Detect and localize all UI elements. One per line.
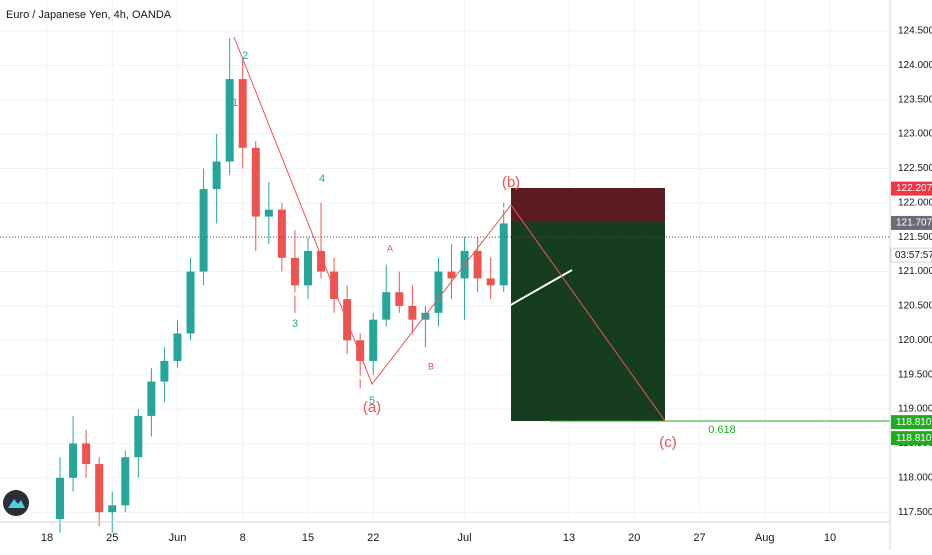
candle-body (447, 271, 456, 279)
candle-body (108, 505, 117, 513)
candle-body (395, 292, 404, 306)
candle-body (277, 209, 286, 258)
x-tick-label: 10 (824, 532, 836, 544)
candle-body (499, 223, 508, 286)
candle-body (251, 147, 260, 217)
y-tick-label: 123.000 (898, 129, 932, 140)
y-tick-label: 123.500 (898, 94, 932, 105)
candles (56, 37, 508, 533)
candle-body (160, 360, 169, 382)
y-tick-label: 122.500 (898, 163, 932, 174)
candle-body (317, 250, 326, 272)
candle-body (290, 257, 299, 286)
candle-body (369, 319, 378, 361)
candle-body (343, 299, 352, 341)
x-tick-label: 18 (41, 532, 53, 544)
x-tick-label: Jul (458, 532, 472, 544)
candle-body (330, 271, 339, 300)
y-tick-label: 120.500 (898, 301, 932, 312)
x-tick-label: 8 (240, 532, 246, 544)
price-label-box (891, 415, 932, 430)
y-tick-label: 120.000 (898, 335, 932, 346)
wave-lines (233, 36, 666, 422)
x-tick-label: 27 (693, 532, 705, 544)
price-label-box (891, 431, 932, 446)
y-tick-label: 121.000 (898, 266, 932, 277)
wave-label: 4 (319, 173, 325, 185)
y-tick-label: 124.000 (898, 60, 932, 71)
candle-body (486, 278, 495, 286)
candle-body (121, 457, 130, 506)
countdown-box (890, 247, 932, 263)
fib-label: 0.618 (708, 424, 736, 436)
candle-body (382, 292, 391, 320)
y-tick-label: 117.500 (898, 507, 932, 518)
target-zone (511, 222, 665, 421)
candle-body (473, 250, 482, 279)
x-tick-label: 13 (563, 532, 575, 544)
candle-body (212, 161, 221, 190)
wave-label: (c) (659, 434, 677, 451)
wave-label: 3 (292, 318, 298, 330)
candle-body (69, 443, 78, 478)
channels (233, 36, 573, 391)
wave-label: (b) (502, 174, 520, 191)
y-tick-label: 119.500 (898, 369, 932, 380)
candle-body (56, 477, 65, 520)
x-tick-label: 22 (367, 532, 379, 544)
price-label-box (891, 215, 932, 230)
price-label: 121.707 (896, 218, 932, 229)
candle-body (356, 340, 365, 361)
candle-body (264, 209, 273, 217)
candle-body (95, 464, 104, 513)
price-label: 122.207 (896, 183, 932, 194)
wave-label: A (387, 243, 393, 253)
candle-body (147, 381, 156, 416)
price-label: 118.810 (896, 417, 932, 428)
wave-label: 5 (369, 395, 375, 407)
y-tick-label: 124.500 (898, 26, 932, 37)
candle-body (82, 443, 91, 465)
wave-label: B (428, 361, 434, 371)
wave-label: (a) (363, 399, 381, 416)
x-tick-label: 20 (628, 532, 640, 544)
price-label-box (891, 181, 932, 196)
stop-zone (511, 188, 665, 222)
x-tick-label: 25 (106, 532, 118, 544)
impulse-labels: 1 2 3 4 5 (232, 50, 375, 407)
wave-labels: (a) (b) (c) A B (363, 174, 677, 451)
x-tick-label: Jun (169, 532, 187, 544)
y-tick-label: 121.500 (898, 232, 932, 243)
y-tick-label: 122.000 (898, 197, 932, 208)
candle-body (225, 79, 234, 162)
candle-body (434, 271, 443, 313)
y-tick-label: 118.000 (898, 472, 932, 483)
candle-body (303, 250, 312, 286)
chart-title: Euro / Japanese Yen, 4h, OANDA (6, 9, 172, 21)
candle-body (199, 189, 208, 272)
axes: 124.500 124.000 123.500 123.000 122.500 122.0… (41, 26, 932, 544)
wave-label: 1 (232, 97, 238, 109)
candle-body (186, 271, 195, 334)
candle-body (173, 333, 182, 361)
logo-icon (8, 499, 25, 508)
x-tick-label: Aug (755, 532, 775, 544)
candle-body (238, 79, 247, 148)
candle-body (421, 312, 430, 320)
x-tick-label: 15 (302, 532, 314, 544)
y-tick-label: 119.000 (898, 404, 932, 415)
price-label: 118.810 (896, 433, 932, 444)
wave-label: 2 (242, 50, 248, 62)
countdown: 03:57:57 (895, 250, 932, 261)
candle-body (408, 305, 417, 320)
candle-body (134, 415, 143, 458)
